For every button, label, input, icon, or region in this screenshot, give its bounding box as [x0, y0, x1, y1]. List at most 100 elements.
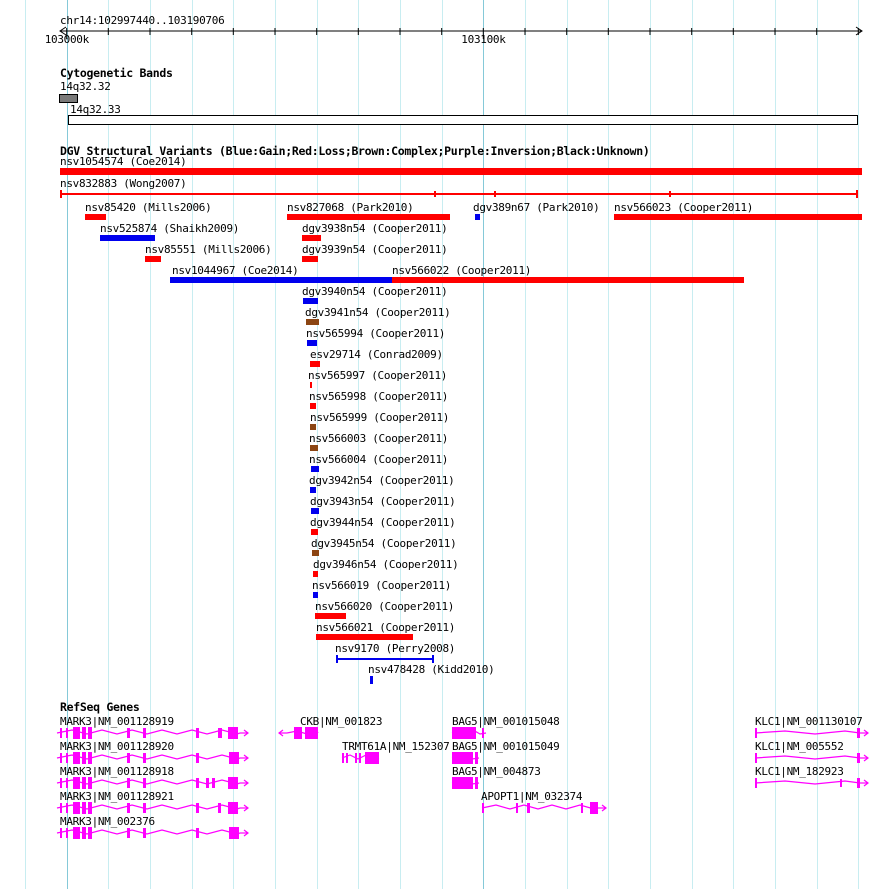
gene-label: BAG5|NM_001015048: [452, 715, 560, 728]
variant-bar-nsv85551[interactable]: [145, 256, 161, 262]
gridline: [733, 0, 735, 889]
gene-model-bag5[interactable]: [440, 774, 491, 792]
gene-model-klc1[interactable]: [743, 724, 872, 742]
refseq-header: RefSeq Genes: [60, 700, 140, 714]
variant-tick: [494, 191, 496, 197]
variant-bar-dgv3938n54[interactable]: [302, 235, 321, 241]
variant-label: nsv566004 (Cooper2011): [309, 453, 449, 466]
variant-bar-dgv3943n54[interactable]: [311, 508, 319, 514]
variant-label: dgv3942n54 (Cooper2011): [309, 474, 455, 487]
variant-cap-left: [336, 655, 338, 663]
gene-model-trmt61a[interactable]: [330, 749, 391, 767]
variant-bar-nsv566022[interactable]: [392, 277, 744, 283]
gridline: [191, 0, 193, 889]
gene-model-bag5[interactable]: [440, 749, 491, 767]
variant-tick: [669, 191, 671, 197]
variant-label: dgv3945n54 (Cooper2011): [311, 537, 457, 550]
variant-bar-nsv565999[interactable]: [310, 424, 316, 430]
gene-model-bag5[interactable]: [440, 724, 498, 742]
gene-model-mark3[interactable]: [45, 824, 252, 842]
ruler-tick-label: 103000k: [44, 33, 90, 46]
variant-bar-nsv566023[interactable]: [614, 214, 862, 220]
gridline-major: [483, 0, 485, 889]
variant-label: dgv3944n54 (Cooper2011): [310, 516, 456, 529]
variant-label: nsv565999 (Cooper2011): [310, 411, 450, 424]
variant-label: dgv3943n54 (Cooper2011): [310, 495, 456, 508]
variant-label: nsv1054574 (Coe2014): [60, 155, 187, 168]
variant-bar-nsv478428[interactable]: [370, 676, 373, 684]
ruler-axis: [59, 26, 863, 39]
cytoband-label: 14q32.32: [60, 80, 111, 93]
variant-label: nsv566022 (Cooper2011): [392, 264, 532, 277]
variant-label: nsv565994 (Cooper2011): [306, 327, 446, 340]
dgv-header: DGV Structural Variants (Blue:Gain;Red:L…: [60, 144, 650, 158]
variant-bar-nsv566004[interactable]: [311, 466, 319, 472]
variant-bar-dgv3940n54[interactable]: [303, 298, 318, 304]
variant-label: dgv3941n54 (Cooper2011): [305, 306, 451, 319]
variant-bar-esv29714[interactable]: [310, 361, 320, 367]
gene-label: MARK3|NM_001128920: [60, 740, 174, 753]
variant-label: nsv566019 (Cooper2011): [312, 579, 452, 592]
variant-line: [60, 193, 858, 195]
gene-label: MARK3|NM_001128918: [60, 765, 174, 778]
variant-label: nsv565998 (Cooper2011): [309, 390, 449, 403]
variant-bar-nsv525874[interactable]: [100, 235, 155, 241]
gene-model-mark3[interactable]: [45, 774, 252, 792]
variant-bar-dgv3942n54[interactable]: [310, 487, 316, 493]
variant-bar-nsv85420[interactable]: [85, 214, 106, 220]
ruler-tick-label: 103100k: [461, 33, 506, 46]
gene-label: MARK3|NM_001128921: [60, 790, 174, 803]
variant-bar-nsv566003[interactable]: [310, 445, 318, 451]
variant-bar-nsv832883[interactable]: [60, 190, 858, 198]
gridline: [25, 0, 26, 889]
gene-model-apopt1[interactable]: [470, 799, 610, 817]
variant-label: dgv3940n54 (Cooper2011): [302, 285, 448, 298]
gene-label: TRMT61A|NM_152307: [342, 740, 450, 753]
variant-bar-nsv566019[interactable]: [313, 592, 318, 598]
variant-bar-nsv565998[interactable]: [310, 403, 316, 409]
gene-model-klc1[interactable]: [743, 774, 872, 792]
variant-bar-nsv1044967[interactable]: [170, 277, 392, 283]
variant-label: dgv3938n54 (Cooper2011): [302, 222, 448, 235]
variant-bar-nsv827068[interactable]: [287, 214, 450, 220]
variant-label: dgv3939n54 (Cooper2011): [302, 243, 448, 256]
variant-tick: [434, 191, 436, 197]
gene-model-mark3[interactable]: [45, 799, 252, 817]
variant-bar-nsv566020[interactable]: [315, 613, 346, 619]
variant-bar-nsv565994[interactable]: [307, 340, 317, 346]
cytoband-14q32.32[interactable]: [59, 94, 78, 103]
gridline: [608, 0, 610, 889]
cytobands-header: Cytogenetic Bands: [60, 66, 173, 80]
gridline: [400, 0, 401, 889]
gridline: [275, 0, 276, 889]
variant-bar-nsv9170[interactable]: [336, 655, 434, 663]
gridline: [525, 0, 526, 889]
variant-bar-dgv389n67[interactable]: [475, 214, 480, 220]
variant-bar-dgv3945n54[interactable]: [312, 550, 319, 556]
gene-label: MARK3|NM_001128919: [60, 715, 174, 728]
gridline: [775, 0, 776, 889]
cytoband-14q32.33[interactable]: [68, 115, 858, 125]
variant-label: nsv566023 (Cooper2011): [614, 201, 754, 214]
variant-cap-right: [856, 190, 858, 198]
gene-model-mark3[interactable]: [45, 749, 252, 767]
gene-label: APOPT1|NM_032374: [481, 790, 583, 803]
variant-bar-dgv3939n54[interactable]: [302, 256, 318, 262]
variant-bar-nsv566021[interactable]: [316, 634, 413, 640]
variant-bar-nsv565997[interactable]: [310, 382, 312, 388]
variant-bar-nsv1054574[interactable]: [60, 168, 862, 175]
variant-bar-dgv3941n54[interactable]: [306, 319, 319, 325]
gene-model-klc1[interactable]: [743, 749, 872, 767]
gene-model-mark3[interactable]: [45, 724, 252, 742]
gridline: [441, 0, 443, 889]
gene-label: KLC1|NM_182923: [755, 765, 844, 778]
gene-label: CKB|NM_001823: [300, 715, 383, 728]
gridline: [108, 0, 110, 889]
gridline: [816, 0, 818, 889]
gene-model-ckb[interactable]: [275, 724, 330, 742]
variant-bar-dgv3946n54[interactable]: [313, 571, 318, 577]
variant-bar-dgv3944n54[interactable]: [311, 529, 318, 535]
variant-label: nsv566021 (Cooper2011): [316, 621, 456, 634]
variant-label: nsv565997 (Cooper2011): [308, 369, 448, 382]
